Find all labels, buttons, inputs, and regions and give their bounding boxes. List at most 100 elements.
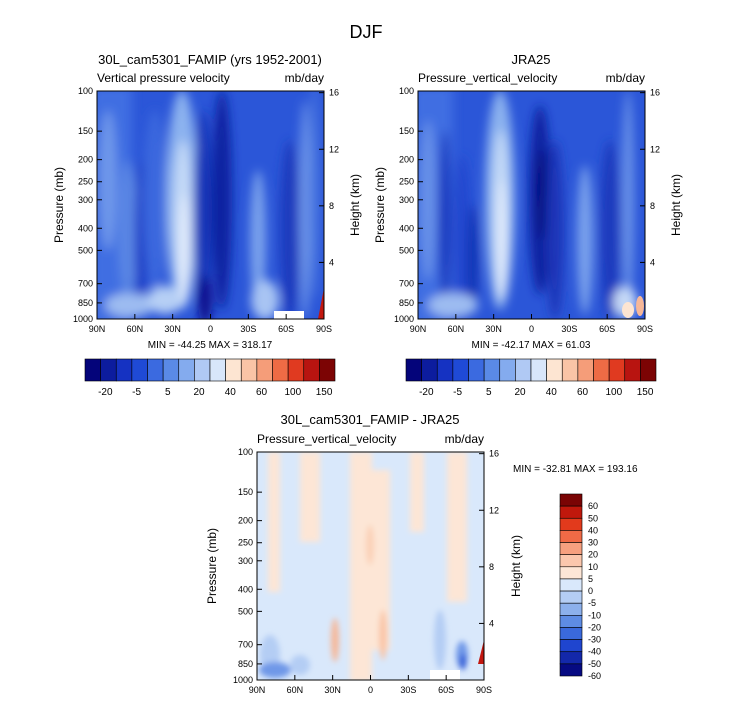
colorbar-label: -5 [453,387,462,398]
colorbar-swatch [319,358,336,382]
colorbar: -20 -5 5 20 40 60 100 150 [405,358,657,398]
x-tick-label: 90S [316,324,332,334]
x-tick-label: 30S [400,685,416,695]
colorbar-swatch [499,358,516,382]
y-tick-label: 250 [78,177,93,187]
y-tick-label: 300 [78,195,93,205]
y-tick-label-right: 16 [329,88,339,98]
y-tick-label: 100 [238,447,253,457]
contour-field [418,91,645,319]
page-title: DJF [350,22,383,42]
colorbar-swatch [287,358,305,382]
colorbar-label: -30 [588,635,601,645]
y-axis-label: Pressure (mb) [52,167,66,243]
y-tick-label-right: 4 [650,257,655,267]
y-tick-label: 250 [399,177,414,187]
panel-observation: JRA25 Pressure_vertical_velocity mb/day [373,52,683,398]
x-tick-label: 90N [410,324,427,334]
x-tick-label: 0 [208,324,213,334]
x-tick-label: 30S [240,324,256,334]
x-tick-label: 0 [529,324,534,334]
colorbar-label: 60 [577,387,589,398]
colorbar-swatch [436,358,454,382]
axis-ticks: 100 150 200 250 300 400 500 700 850 1000 16 12 8 4 90N… [73,86,339,334]
y-tick-label: 850 [238,659,253,669]
colorbar-swatch [559,554,583,568]
colorbar-swatch [577,358,594,382]
y-tick-label: 400 [399,223,414,233]
y-tick-label: 250 [238,538,253,548]
units-label: mb/day [285,71,324,85]
panel-title: JRA25 [511,52,550,67]
max-spot [318,288,324,319]
colorbar-label: -50 [588,659,601,669]
y-tick-label: 150 [399,126,414,136]
y-tick-label-right: 16 [489,449,499,459]
panel-title: 30L_cam5301_FAMIP (yrs 1952-2001) [98,52,322,67]
colorbar-swatch [559,590,583,604]
colorbar-swatch [272,358,289,382]
y-tick-label-right: 12 [489,505,499,515]
colorbar-label: 5 [165,387,171,398]
colorbar-swatch [468,358,485,382]
y-tick-label: 1000 [73,314,93,324]
y-axis-label: Pressure (mb) [373,167,387,243]
panel-model: 30L_cam5301_FAMIP (yrs 1952-2001) Vertic… [52,52,362,398]
y-tick-label: 300 [399,195,414,205]
y-axis-label-right: Height (km) [348,174,362,236]
colorbar-swatch [303,358,320,382]
colorbar-label: -20 [98,387,113,398]
terrain-mask [430,670,460,680]
colorbar-label: 60 [256,387,268,398]
x-tick-label: 90N [89,324,106,334]
colorbar-label: 50 [588,513,598,523]
y-tick-label: 400 [238,584,253,594]
colorbar-swatch [147,358,164,382]
colorbar-label: 150 [316,387,333,398]
y-tick-label-right: 12 [329,144,339,154]
colorbar-swatch [162,358,180,382]
colorbar-swatch [115,358,133,382]
contour-field [97,91,324,319]
colorbar-swatch [452,358,469,382]
max-spot [478,640,484,664]
y-tick-label: 100 [399,86,414,96]
colorbar-label: 5 [588,574,593,584]
x-tick-label: 90S [476,685,492,695]
y-tick-label: 300 [238,556,253,566]
colorbar-swatch [559,578,583,592]
colorbar-swatch [100,358,117,382]
colorbar-swatch [209,358,226,382]
colorbar-label: 5 [486,387,492,398]
x-tick-label: 30N [485,324,502,334]
colorbar-label: -10 [588,610,601,620]
y-tick-label: 150 [78,126,93,136]
colorbar-swatch [84,358,101,382]
y-tick-label: 1000 [233,675,253,685]
colorbar-label: 100 [284,387,301,398]
panel-title: 30L_cam5301_FAMIP - JRA25 [281,412,460,427]
y-axis-label: Pressure (mb) [205,528,219,604]
units-label: mb/day [445,432,484,446]
contour-field [257,452,484,680]
y-tick-label-right: 8 [329,201,334,211]
units-label: mb/day [606,71,645,85]
colorbar-swatch [256,358,273,382]
colorbar-swatch [546,358,563,382]
colorbar-label: 60 [588,501,598,511]
colorbar-swatch [559,627,583,640]
y-tick-label-right: 16 [650,88,660,98]
y-tick-label-right: 4 [489,618,494,628]
colorbar-swatch [405,358,422,382]
colorbar-label: 40 [546,387,558,398]
x-tick-label: 60N [127,324,144,334]
y-tick-label: 150 [238,487,253,497]
colorbar-swatch [483,358,501,382]
y-tick-label: 500 [238,606,253,616]
y-tick-label-right: 8 [650,201,655,211]
colorbar-label: 30 [588,538,598,548]
min-max-stats: MIN = -32.81 MAX = 193.16 [513,464,638,475]
colorbar-swatch [559,493,583,507]
y-tick-label-right: 4 [329,257,334,267]
colorbar-label: 40 [225,387,237,398]
